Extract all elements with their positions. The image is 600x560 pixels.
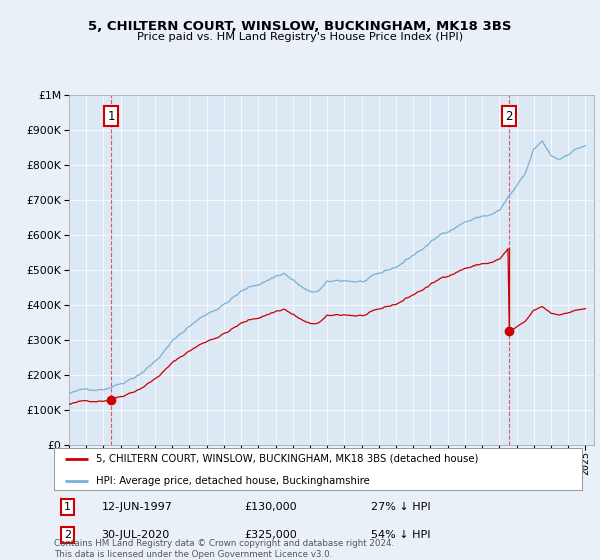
Text: HPI: Average price, detached house, Buckinghamshire: HPI: Average price, detached house, Buck… [96,476,370,486]
Text: 1: 1 [107,110,115,123]
Text: 12-JUN-1997: 12-JUN-1997 [101,502,172,512]
Text: £130,000: £130,000 [244,502,297,512]
Text: 5, CHILTERN COURT, WINSLOW, BUCKINGHAM, MK18 3BS (detached house): 5, CHILTERN COURT, WINSLOW, BUCKINGHAM, … [96,454,479,464]
Text: Contains HM Land Registry data © Crown copyright and database right 2024.
This d: Contains HM Land Registry data © Crown c… [54,539,394,559]
Text: £325,000: £325,000 [244,530,297,540]
Text: 30-JUL-2020: 30-JUL-2020 [101,530,170,540]
Text: 1: 1 [64,502,71,512]
Text: 2: 2 [506,110,513,123]
Text: 2: 2 [64,530,71,540]
Text: 5, CHILTERN COURT, WINSLOW, BUCKINGHAM, MK18 3BS: 5, CHILTERN COURT, WINSLOW, BUCKINGHAM, … [88,20,512,32]
Text: 54% ↓ HPI: 54% ↓ HPI [371,530,430,540]
Text: 27% ↓ HPI: 27% ↓ HPI [371,502,430,512]
Text: Price paid vs. HM Land Registry's House Price Index (HPI): Price paid vs. HM Land Registry's House … [137,32,463,42]
